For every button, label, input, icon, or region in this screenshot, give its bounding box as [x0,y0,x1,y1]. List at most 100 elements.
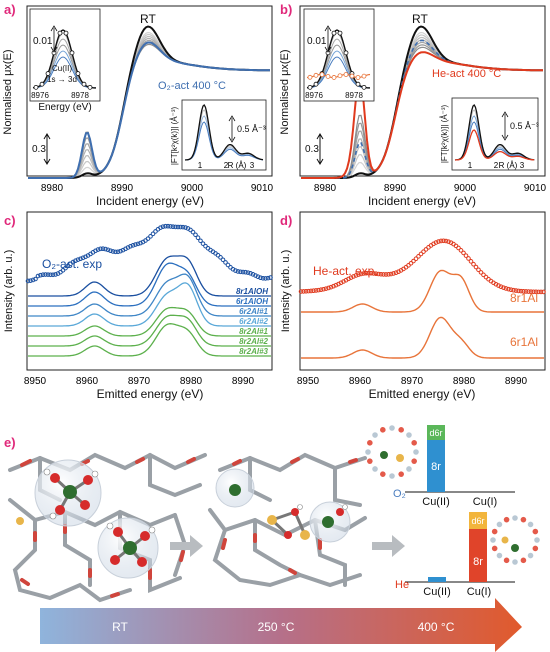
xes-exp-point [468,259,474,264]
inset-point-he [337,73,343,79]
tick-label: 8990 [384,183,407,194]
xes-calc-curve [28,273,271,317]
inset-point [81,81,87,87]
xes-exp-point [476,267,481,273]
svg-text:|FT[k²χ(k)]| (Å⁻³): |FT[k²χ(k)]| (Å⁻³) [170,106,179,165]
xes-exp-point [363,270,369,276]
xes-exp-point [255,274,261,280]
inset-point [355,81,361,87]
svg-text:0.5 Å⁻³: 0.5 Å⁻³ [510,121,539,131]
xes-exp-point [531,289,536,295]
xes-exp-point [376,271,381,277]
panel-b-label: b) [280,2,292,17]
xes-exp-point [135,241,141,247]
tick-label: 8980 [314,183,337,194]
ring-atom [496,521,503,528]
svg-text:8978: 8978 [71,91,89,100]
ring-atom [413,449,419,455]
xes-exp-point [78,256,83,262]
panel-d: d) Intensity (arb. u.) Emitted energy (e… [280,211,546,401]
xes-exp-point [528,289,534,295]
copper-atom [63,485,77,499]
xes-exp-point [513,288,519,293]
panel-d-curves [298,238,546,359]
tick-label: 8980 [453,376,476,387]
bar-label: Cu(I) [467,586,491,598]
ring-atom [406,432,412,438]
copper-complex-2 [106,522,156,567]
panel-a-inset-preedge: 0.01 Cu(II) 1s → 3d 8976 8978 Energy (eV… [29,8,101,113]
inset-point [331,30,337,36]
inset-point [45,71,51,76]
ring-atom [532,545,539,552]
ring-atom [380,427,386,433]
panel-c-curves [25,223,273,357]
bar-segment-8r [469,529,487,582]
xes-exp-point [518,288,524,294]
xes-exp-point [243,269,248,275]
copper-complex-1 [43,468,99,520]
xes-exp-point [258,275,263,280]
inset-point [313,81,319,87]
svg-text:R (Å): R (Å) [499,161,518,170]
xes-exp-point [421,249,426,254]
ring-atom [372,432,378,438]
xes-exp-point [361,271,366,276]
inset-point-he [313,72,319,78]
xes-exp-point [371,271,376,276]
svg-text:3: 3 [520,161,525,170]
tick-label: 9000 [181,183,204,194]
xanes-he-curve [301,51,543,179]
aluminium-atom [267,515,277,525]
xes-exp-point [443,238,449,244]
inset-point-he [325,74,331,79]
o2-label: O₂ [393,488,406,500]
ring-atom [380,471,386,477]
inset-point [361,84,367,90]
ring-atom [398,471,404,477]
svg-text:1: 1 [198,161,203,170]
xes-series-label: 6r2Al#2 [239,317,268,326]
xes-exp-point [318,287,324,293]
xes-exp-point [411,258,416,264]
xanes-o2-curve [28,41,270,179]
xes-exp-point [461,250,466,256]
svg-text:8r: 8r [473,556,483,568]
panel-b-inset-ft: |FT[k²χ(k)]| (Å⁻³) 1 2 3 R (Å) 0.5 Å⁻³ [440,97,539,171]
xes-exp-point [195,235,201,241]
ring-atom [532,528,539,535]
xes-exp-point [148,234,153,239]
xes-exp-point [53,272,58,277]
xes-exp-point [33,276,38,282]
svg-text:0.01: 0.01 [307,36,327,47]
ring-atom [520,516,527,523]
ft-curve [184,115,264,161]
ring-atom [490,537,496,543]
xes-series-label: 8r2Al#3 [239,347,268,356]
zeolite-oxygen-bonds [20,457,196,598]
tick-label: 8960 [76,376,99,387]
xes-exp-point [418,251,424,257]
svg-text:0.3: 0.3 [305,144,319,155]
tick-label: 8970 [401,376,424,387]
ring-atom [534,537,540,543]
xes-exp-point [308,288,314,294]
xes-exp-point [408,260,414,266]
aluminium-atom [501,536,509,544]
xes-series-label: 6r1AlOH [236,297,268,306]
xes-exp-point [145,236,151,241]
tick-label: 8980 [41,183,64,194]
inset-point [325,50,331,56]
panel-a-xlabel: Incident energy (eV) [96,194,204,208]
xes-exp-point [316,287,321,293]
panel-d-x-ticks: 8950 8960 8970 8980 8990 [297,376,528,387]
xes-exp-point [391,271,396,276]
xes-exp-point [158,225,163,230]
xes-exp-point [223,260,228,265]
panel-b-x-ticks: 8980 8990 9000 9010 [314,183,547,194]
xes-exp-point [50,272,56,278]
xes-exp-point [386,272,391,277]
xes-exp-point [306,288,311,294]
xes-exp-point [358,271,364,277]
ring-atom [527,521,534,528]
